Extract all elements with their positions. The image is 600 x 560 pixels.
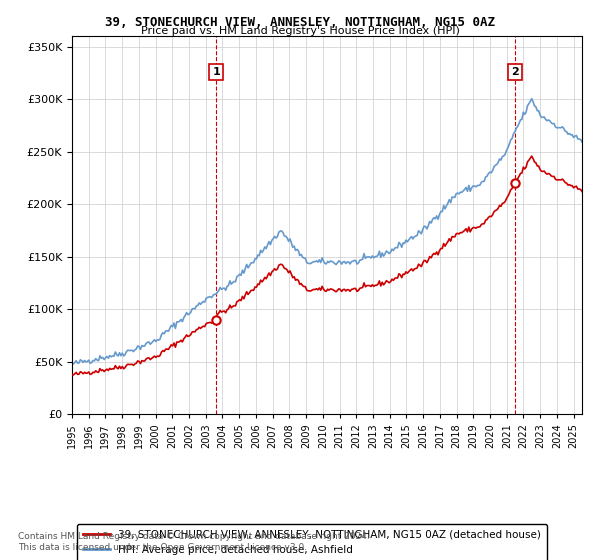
- Text: Contains HM Land Registry data © Crown copyright and database right 2024.
This d: Contains HM Land Registry data © Crown c…: [18, 532, 370, 552]
- Text: 39, STONECHURCH VIEW, ANNESLEY, NOTTINGHAM, NG15 0AZ: 39, STONECHURCH VIEW, ANNESLEY, NOTTINGH…: [105, 16, 495, 29]
- Legend: 39, STONECHURCH VIEW, ANNESLEY, NOTTINGHAM, NG15 0AZ (detached house), HPI: Aver: 39, STONECHURCH VIEW, ANNESLEY, NOTTINGH…: [77, 524, 547, 560]
- Text: Price paid vs. HM Land Registry's House Price Index (HPI): Price paid vs. HM Land Registry's House …: [140, 26, 460, 36]
- Text: 1: 1: [212, 67, 220, 77]
- Text: 2: 2: [511, 67, 518, 77]
